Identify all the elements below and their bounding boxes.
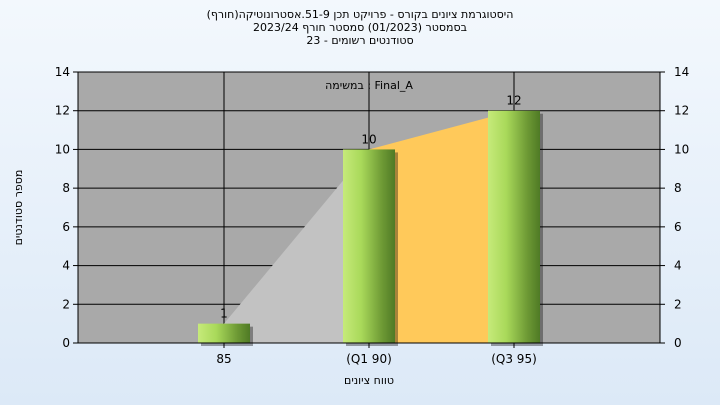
y2-tick-label: 4 bbox=[674, 259, 682, 273]
y2-tick-label: 2 bbox=[674, 297, 682, 311]
area-band-gray bbox=[224, 149, 369, 343]
y-tick-label: 12 bbox=[55, 104, 70, 118]
chart-titles: (היסטוגרמת ציונים בקורס - פרויקט תכן 51-… bbox=[0, 8, 720, 47]
y2-tick-label: 12 bbox=[674, 104, 689, 118]
bar-value-label: 10 bbox=[361, 132, 376, 146]
assignment-annotation: במשימה : Final_A bbox=[325, 79, 413, 92]
x-tick-label: 85 bbox=[216, 352, 231, 366]
y-tick-label: 6 bbox=[62, 220, 70, 234]
bar-value-label: 12 bbox=[506, 94, 521, 108]
area-band-orange bbox=[369, 110, 514, 343]
y-axis-title: מספר סטודנטים bbox=[12, 170, 25, 246]
x-tick-label: (Q1 90) bbox=[346, 352, 392, 366]
y-tick-label: 10 bbox=[55, 142, 70, 156]
axes: 0 0 2 2 4 4 6 6 8 8 10 10 12 12 14 14 85 (Q1 90) (Q3 95) bbox=[55, 65, 690, 366]
x-axis-title: טווח ציונים bbox=[344, 374, 394, 387]
y2-tick-label: 0 bbox=[674, 336, 682, 350]
x-tick-label: (Q3 95) bbox=[491, 352, 537, 366]
y-tick-label: 2 bbox=[62, 297, 70, 311]
y2-tick-label: 6 bbox=[674, 220, 682, 234]
chart-title-line2: בסמסטר (01/2023) סמסטר חורף 2023/24 bbox=[253, 21, 467, 34]
bar-value-label: 1 bbox=[220, 307, 228, 321]
bar-1 bbox=[343, 149, 395, 343]
y2-tick-label: 8 bbox=[674, 181, 682, 195]
chart-title-line1: (היסטוגרמת ציונים בקורס - פרויקט תכן 51-… bbox=[206, 8, 514, 21]
y2-tick-label: 10 bbox=[674, 142, 689, 156]
y-tick-label: 8 bbox=[62, 181, 70, 195]
bar-2 bbox=[488, 110, 540, 343]
y-tick-label: 14 bbox=[55, 65, 70, 79]
bars: 1 10 12 bbox=[198, 94, 543, 346]
y-tick-label: 0 bbox=[62, 336, 70, 350]
bar-0 bbox=[198, 323, 250, 343]
chart-title-line3: סטודנטים רשומים - 23 bbox=[306, 34, 414, 47]
y2-tick-label: 14 bbox=[674, 65, 689, 79]
area-bands bbox=[224, 110, 514, 343]
y-tick-label: 4 bbox=[62, 259, 70, 273]
